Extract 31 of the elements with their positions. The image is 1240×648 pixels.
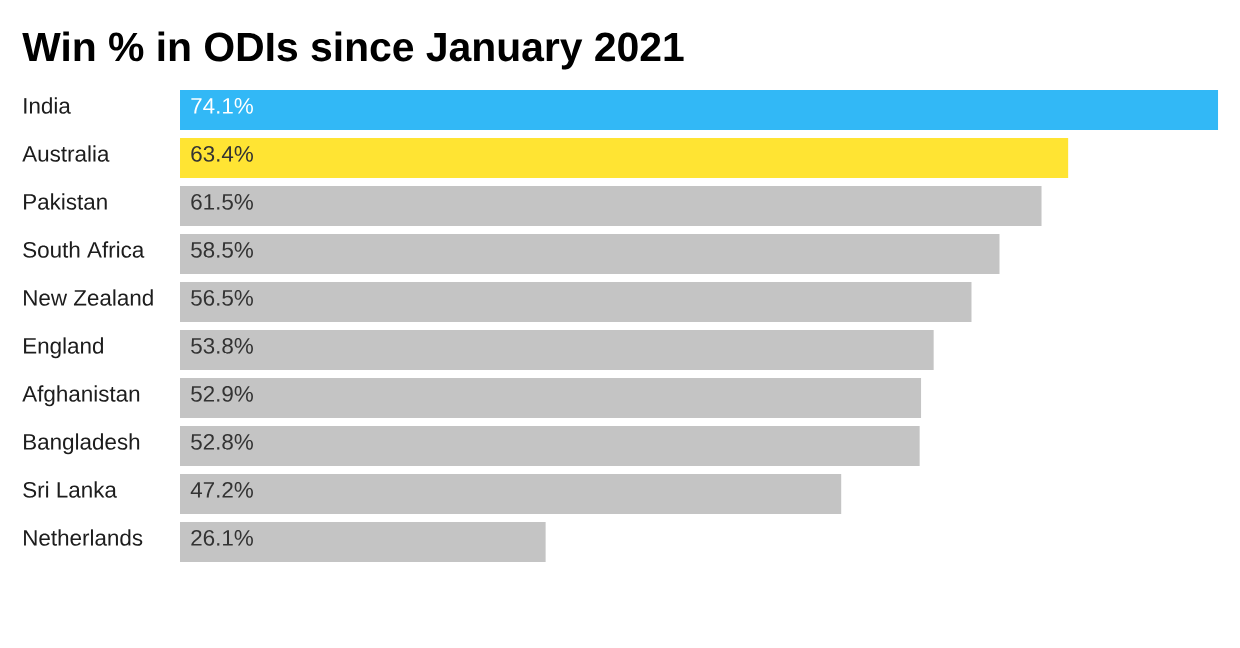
data-label: 74.1% — [191, 98, 253, 114]
y-tick-label: Pakistan — [24, 193, 107, 210]
bar — [180, 521, 546, 562]
bar — [180, 137, 1069, 178]
bar — [180, 281, 972, 322]
data-label: 53.8% — [191, 337, 253, 354]
y-tick-label: Bangladesh — [24, 433, 140, 455]
y-tick-label: England — [24, 337, 104, 359]
bar — [180, 473, 842, 514]
y-tick-label: New Zealand — [24, 289, 153, 306]
data-label: 52.8% — [191, 433, 253, 450]
y-tick-label: Afghanistan — [22, 385, 140, 407]
data-label: 61.5% — [191, 193, 253, 210]
y-tick-label: South Africa — [23, 241, 145, 258]
bar — [180, 329, 934, 370]
chart-title: Win % in ODIs since January 2021 — [22, 31, 684, 70]
y-tick-label: Netherlands — [24, 529, 143, 546]
bar — [180, 233, 1000, 274]
data-label: 26.1% — [191, 529, 253, 546]
y-tick-label: Sri Lanka — [23, 481, 117, 498]
y-tick-label: Australia — [22, 145, 110, 162]
bar — [180, 377, 922, 418]
data-label: 52.9% — [191, 385, 253, 402]
bar — [180, 425, 920, 466]
data-label: 47.2% — [190, 481, 253, 498]
bar — [180, 185, 1042, 226]
data-label: 63.4% — [191, 145, 253, 162]
data-label: 58.5% — [191, 241, 253, 258]
y-tick-label: India — [24, 97, 71, 114]
bar — [180, 89, 1219, 130]
data-label: 56.5% — [191, 289, 253, 306]
